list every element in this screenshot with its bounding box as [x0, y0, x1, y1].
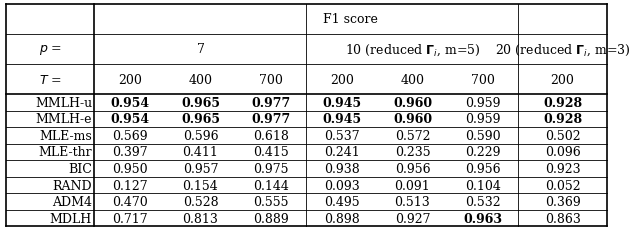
Text: 200: 200: [330, 73, 354, 86]
Text: 0.959: 0.959: [465, 113, 501, 126]
Text: 0.965: 0.965: [181, 113, 220, 126]
Text: 0.928: 0.928: [543, 113, 582, 126]
Text: 700: 700: [471, 73, 495, 86]
Text: 0.532: 0.532: [465, 195, 501, 208]
Text: 0.950: 0.950: [112, 162, 148, 175]
Text: BIC: BIC: [68, 162, 92, 175]
Text: MDLH: MDLH: [50, 212, 92, 225]
Text: 0.397: 0.397: [112, 146, 148, 159]
Text: 0.513: 0.513: [395, 195, 430, 208]
Text: $p$ =: $p$ =: [38, 43, 62, 57]
Text: 0.555: 0.555: [253, 195, 289, 208]
Text: 0.495: 0.495: [324, 195, 360, 208]
Text: 0.960: 0.960: [393, 113, 432, 126]
Text: 0.863: 0.863: [545, 212, 580, 225]
Text: 0.590: 0.590: [465, 129, 501, 142]
Text: 0.954: 0.954: [110, 97, 149, 109]
Text: 0.945: 0.945: [322, 113, 362, 126]
Text: 10 (reduced $\mathbf{\Gamma}_i$, m=5): 10 (reduced $\mathbf{\Gamma}_i$, m=5): [345, 42, 480, 57]
Text: 0.144: 0.144: [253, 179, 289, 192]
Text: 0.096: 0.096: [545, 146, 580, 159]
Text: 0.975: 0.975: [253, 162, 289, 175]
Text: $T$ =: $T$ =: [39, 73, 61, 86]
Text: 0.956: 0.956: [465, 162, 501, 175]
Text: 0.470: 0.470: [112, 195, 148, 208]
Text: 0.502: 0.502: [545, 129, 580, 142]
Text: 0.957: 0.957: [182, 162, 218, 175]
Text: 0.960: 0.960: [393, 97, 432, 109]
Text: 0.956: 0.956: [395, 162, 430, 175]
Text: 0.959: 0.959: [465, 97, 501, 109]
Text: 20 (reduced $\mathbf{\Gamma}_i$, m=3): 20 (reduced $\mathbf{\Gamma}_i$, m=3): [495, 42, 630, 57]
Text: 0.369: 0.369: [545, 195, 580, 208]
Text: 0.052: 0.052: [545, 179, 580, 192]
Text: 0.229: 0.229: [465, 146, 501, 159]
Text: 0.104: 0.104: [465, 179, 501, 192]
Text: ADM4: ADM4: [52, 195, 92, 208]
Text: 700: 700: [259, 73, 283, 86]
Text: 0.411: 0.411: [182, 146, 218, 159]
Text: 0.537: 0.537: [324, 129, 360, 142]
Text: 0.596: 0.596: [182, 129, 218, 142]
Text: 0.618: 0.618: [253, 129, 289, 142]
Text: 0.977: 0.977: [252, 113, 291, 126]
Text: 0.923: 0.923: [545, 162, 580, 175]
Text: 0.717: 0.717: [112, 212, 148, 225]
Text: 0.928: 0.928: [543, 97, 582, 109]
Text: 0.927: 0.927: [395, 212, 430, 225]
Text: 0.945: 0.945: [322, 97, 362, 109]
Text: 0.415: 0.415: [253, 146, 289, 159]
Text: 0.938: 0.938: [324, 162, 360, 175]
Text: 400: 400: [401, 73, 424, 86]
Text: 0.965: 0.965: [181, 97, 220, 109]
Text: 0.528: 0.528: [182, 195, 218, 208]
Text: 200: 200: [118, 73, 141, 86]
Text: 0.977: 0.977: [252, 97, 291, 109]
Text: MMLH-u: MMLH-u: [35, 97, 92, 109]
Text: 0.241: 0.241: [324, 146, 360, 159]
Text: 0.091: 0.091: [395, 179, 430, 192]
Text: 400: 400: [188, 73, 212, 86]
Text: RAND: RAND: [52, 179, 92, 192]
Text: MLE-thr: MLE-thr: [38, 146, 92, 159]
Text: 0.093: 0.093: [324, 179, 360, 192]
Text: 7: 7: [196, 43, 204, 56]
Text: 0.954: 0.954: [110, 113, 149, 126]
Text: 0.572: 0.572: [395, 129, 430, 142]
Text: 0.154: 0.154: [182, 179, 218, 192]
Text: 0.127: 0.127: [112, 179, 148, 192]
Text: MLE-ms: MLE-ms: [39, 129, 92, 142]
Text: 0.963: 0.963: [463, 212, 502, 225]
Text: MMLH-e: MMLH-e: [35, 113, 92, 126]
Text: 0.235: 0.235: [395, 146, 430, 159]
Text: F1 score: F1 score: [323, 13, 378, 26]
Text: 0.898: 0.898: [324, 212, 360, 225]
Text: 200: 200: [550, 73, 575, 86]
Text: 0.569: 0.569: [112, 129, 148, 142]
Text: 0.889: 0.889: [253, 212, 289, 225]
Text: 0.813: 0.813: [182, 212, 218, 225]
